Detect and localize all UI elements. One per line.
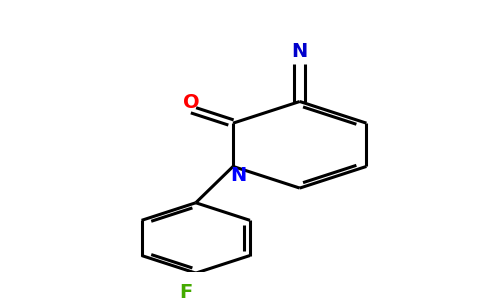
Text: N: N bbox=[292, 42, 308, 61]
Text: N: N bbox=[230, 167, 246, 185]
Text: O: O bbox=[183, 93, 200, 112]
Text: F: F bbox=[180, 283, 193, 300]
